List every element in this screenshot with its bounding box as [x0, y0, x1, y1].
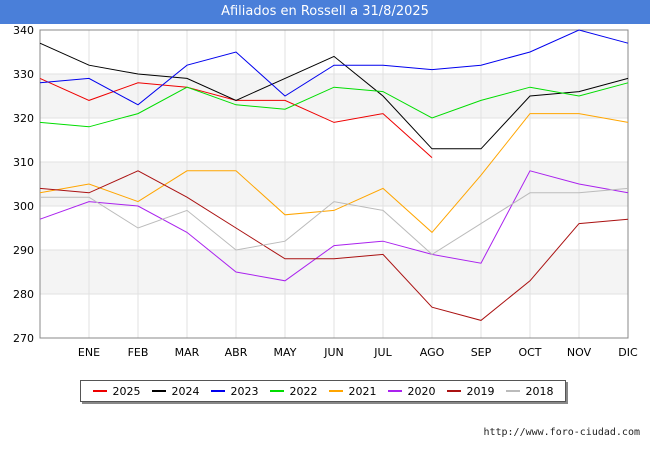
legend-swatch	[269, 390, 284, 392]
legend-label: 2025	[112, 384, 141, 398]
axes	[39, 29, 629, 339]
legend-item-2024: 2024	[151, 384, 200, 398]
legend-swatch	[210, 390, 225, 392]
x-tick-label: SEP	[471, 346, 492, 359]
legend-label: 2024	[171, 384, 200, 398]
legend-label: 2022	[289, 384, 318, 398]
legend: 2025 2024 2023 2022 2021 2020 2019 2018	[80, 380, 566, 402]
legend-item-2021: 2021	[328, 384, 377, 398]
legend-item-2018: 2018	[505, 384, 554, 398]
x-tick-label: FEB	[128, 346, 149, 359]
legend-item-2022: 2022	[269, 384, 318, 398]
legend-item-2019: 2019	[446, 384, 495, 398]
series-line-2021	[39, 113, 629, 234]
legend-label: 2019	[466, 384, 495, 398]
y-tick-label: 310	[13, 156, 34, 169]
legend-item-2025: 2025	[92, 384, 141, 398]
y-tick-label: 320	[13, 112, 34, 125]
legend-swatch	[328, 390, 343, 392]
y-tick-label: 340	[13, 24, 34, 37]
x-tick-label: MAR	[175, 346, 200, 359]
x-tick-labels: ENE FEB MAR ABR MAY JUN JUL AGO SEP OCT NOV DIC	[78, 346, 638, 359]
legend-swatch	[505, 390, 520, 392]
legend-label: 2018	[525, 384, 554, 398]
legend-label: 2023	[230, 384, 259, 398]
legend-swatch	[92, 390, 107, 392]
legend-item-2023: 2023	[210, 384, 259, 398]
series-line-2018	[40, 187, 629, 256]
legend-swatch	[446, 390, 461, 392]
legend-swatch	[151, 390, 166, 392]
x-tick-label: DIC	[618, 346, 638, 359]
series-lines	[39, 29, 629, 321]
series-line-2024	[39, 42, 629, 150]
plot-frame	[39, 29, 629, 339]
legend-item-2020: 2020	[387, 384, 436, 398]
y-tick-labels: 270 280 290 300 310 320 330 340	[13, 24, 34, 345]
x-tick-label: OCT	[518, 346, 541, 359]
y-tick-label: 280	[13, 288, 34, 301]
y-tick-label: 330	[13, 68, 34, 81]
legend-label: 2021	[348, 384, 377, 398]
source-url: http://www.foro-ciudad.com	[483, 427, 640, 438]
legend-swatch	[387, 390, 402, 392]
x-tick-label: ENE	[78, 346, 100, 359]
series-line-2022	[39, 82, 629, 128]
x-tick-label: NOV	[567, 346, 592, 359]
series-line-2019	[39, 170, 629, 321]
y-tick-label: 290	[13, 244, 34, 257]
legend-label: 2020	[407, 384, 436, 398]
x-tick-label: MAY	[274, 346, 297, 359]
x-tick-label: JUL	[373, 346, 392, 359]
series-line-2023	[39, 29, 629, 106]
x-tick-label: ABR	[225, 346, 248, 359]
chart-title: Afiliados en Rossell a 31/8/2025	[0, 0, 650, 24]
y-tick-label: 270	[13, 332, 34, 345]
series-line-2020	[39, 170, 629, 282]
x-tick-label: JUN	[323, 346, 344, 359]
y-tick-label: 300	[13, 200, 34, 213]
x-tick-label: AGO	[420, 346, 445, 359]
